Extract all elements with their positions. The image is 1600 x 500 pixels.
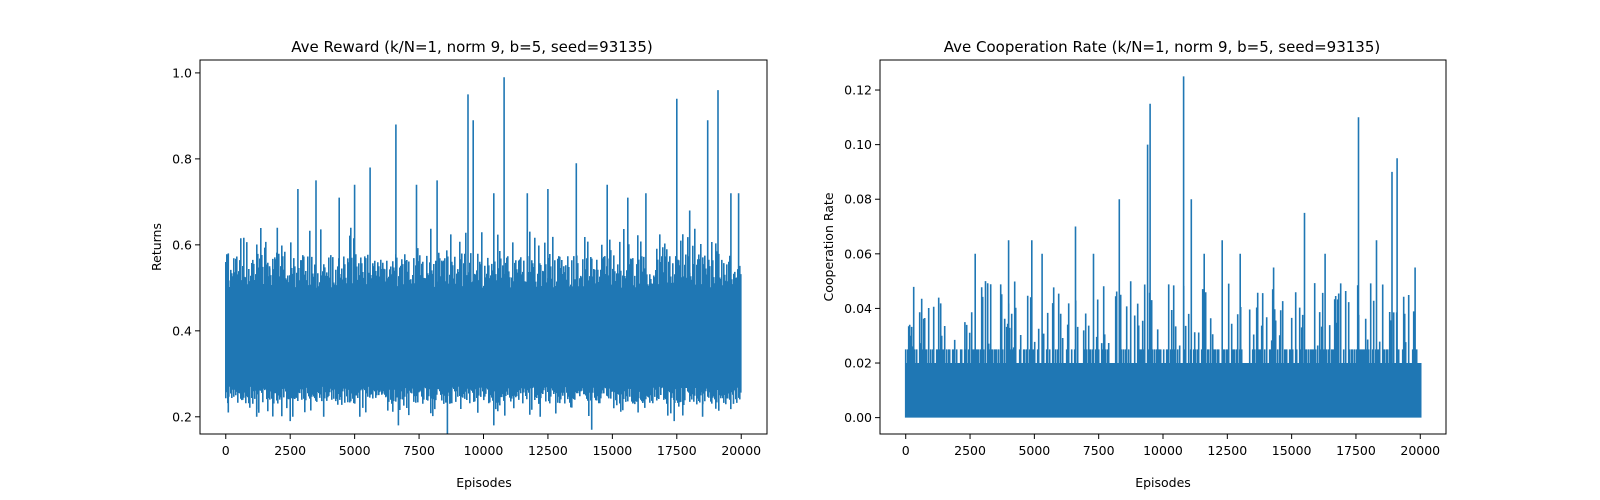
reward-y-tick-label: 1.0 bbox=[172, 65, 192, 80]
reward-series-line bbox=[225, 77, 742, 434]
reward-x-tick-label: 7500 bbox=[403, 443, 435, 458]
reward-x-tick-label: 5000 bbox=[339, 443, 371, 458]
cooperation-series-line bbox=[904, 76, 1422, 418]
reward-y-tick-label: 0.6 bbox=[172, 237, 192, 252]
reward-x-tick-label: 2500 bbox=[274, 443, 306, 458]
cooperation-y-axis-label: Cooperation Rate bbox=[821, 192, 836, 301]
reward-chart: Ave Reward (k/N=1, norm 9, b=5, seed=931… bbox=[149, 38, 768, 490]
cooperation-x-tick-label: 5000 bbox=[1018, 443, 1050, 458]
cooperation-chart-title: Ave Cooperation Rate (k/N=1, norm 9, b=5… bbox=[944, 38, 1380, 56]
cooperation-x-tick-label: 17500 bbox=[1336, 443, 1376, 458]
cooperation-y-axis: 0.00 0.02 0.04 0.06 0.08 0.10 0.12 bbox=[844, 83, 880, 425]
reward-y-axis-label: Returns bbox=[149, 223, 164, 271]
cooperation-x-tick-label: 2500 bbox=[954, 443, 986, 458]
reward-x-tick-label: 10000 bbox=[464, 443, 504, 458]
cooperation-y-tick-label: 0.10 bbox=[844, 137, 872, 152]
reward-x-tick-label: 17500 bbox=[657, 443, 697, 458]
cooperation-y-tick-label: 0.04 bbox=[844, 301, 872, 316]
cooperation-x-tick-label: 20000 bbox=[1400, 443, 1440, 458]
cooperation-x-tick-label: 12500 bbox=[1207, 443, 1247, 458]
reward-y-tick-label: 0.4 bbox=[172, 323, 192, 338]
cooperation-y-tick-label: 0.12 bbox=[844, 83, 872, 98]
reward-x-axis: 0 2500 5000 7500 10000 12500 15000 17500 20000 bbox=[222, 434, 761, 458]
cooperation-y-tick-label: 0.06 bbox=[844, 246, 872, 261]
reward-x-tick-label: 15000 bbox=[592, 443, 632, 458]
cooperation-y-tick-label: 0.08 bbox=[844, 192, 872, 207]
cooperation-y-tick-label: 0.02 bbox=[844, 356, 872, 371]
reward-y-axis: 0.2 0.4 0.6 0.8 1.0 bbox=[172, 65, 200, 424]
cooperation-x-tick-label: 15000 bbox=[1272, 443, 1312, 458]
reward-y-tick-label: 0.8 bbox=[172, 151, 192, 166]
reward-series-path bbox=[225, 77, 742, 434]
reward-x-tick-label: 12500 bbox=[528, 443, 568, 458]
cooperation-x-axis-label: Episodes bbox=[1135, 475, 1191, 490]
cooperation-x-tick-label: 7500 bbox=[1083, 443, 1115, 458]
cooperation-x-axis: 0 2500 5000 7500 10000 12500 15000 17500 20000 bbox=[902, 434, 1440, 458]
reward-chart-title: Ave Reward (k/N=1, norm 9, b=5, seed=931… bbox=[291, 38, 653, 56]
cooperation-x-tick-label: 10000 bbox=[1143, 443, 1183, 458]
cooperation-chart: Ave Cooperation Rate (k/N=1, norm 9, b=5… bbox=[821, 38, 1447, 490]
cooperation-x-tick-label: 0 bbox=[902, 443, 910, 458]
reward-x-tick-label: 0 bbox=[222, 443, 230, 458]
cooperation-series-path bbox=[904, 76, 1422, 418]
cooperation-y-tick-label: 0.00 bbox=[844, 410, 872, 425]
reward-y-tick-label: 0.2 bbox=[172, 409, 192, 424]
reward-x-axis-label: Episodes bbox=[456, 475, 512, 490]
reward-x-tick-label: 20000 bbox=[721, 443, 761, 458]
